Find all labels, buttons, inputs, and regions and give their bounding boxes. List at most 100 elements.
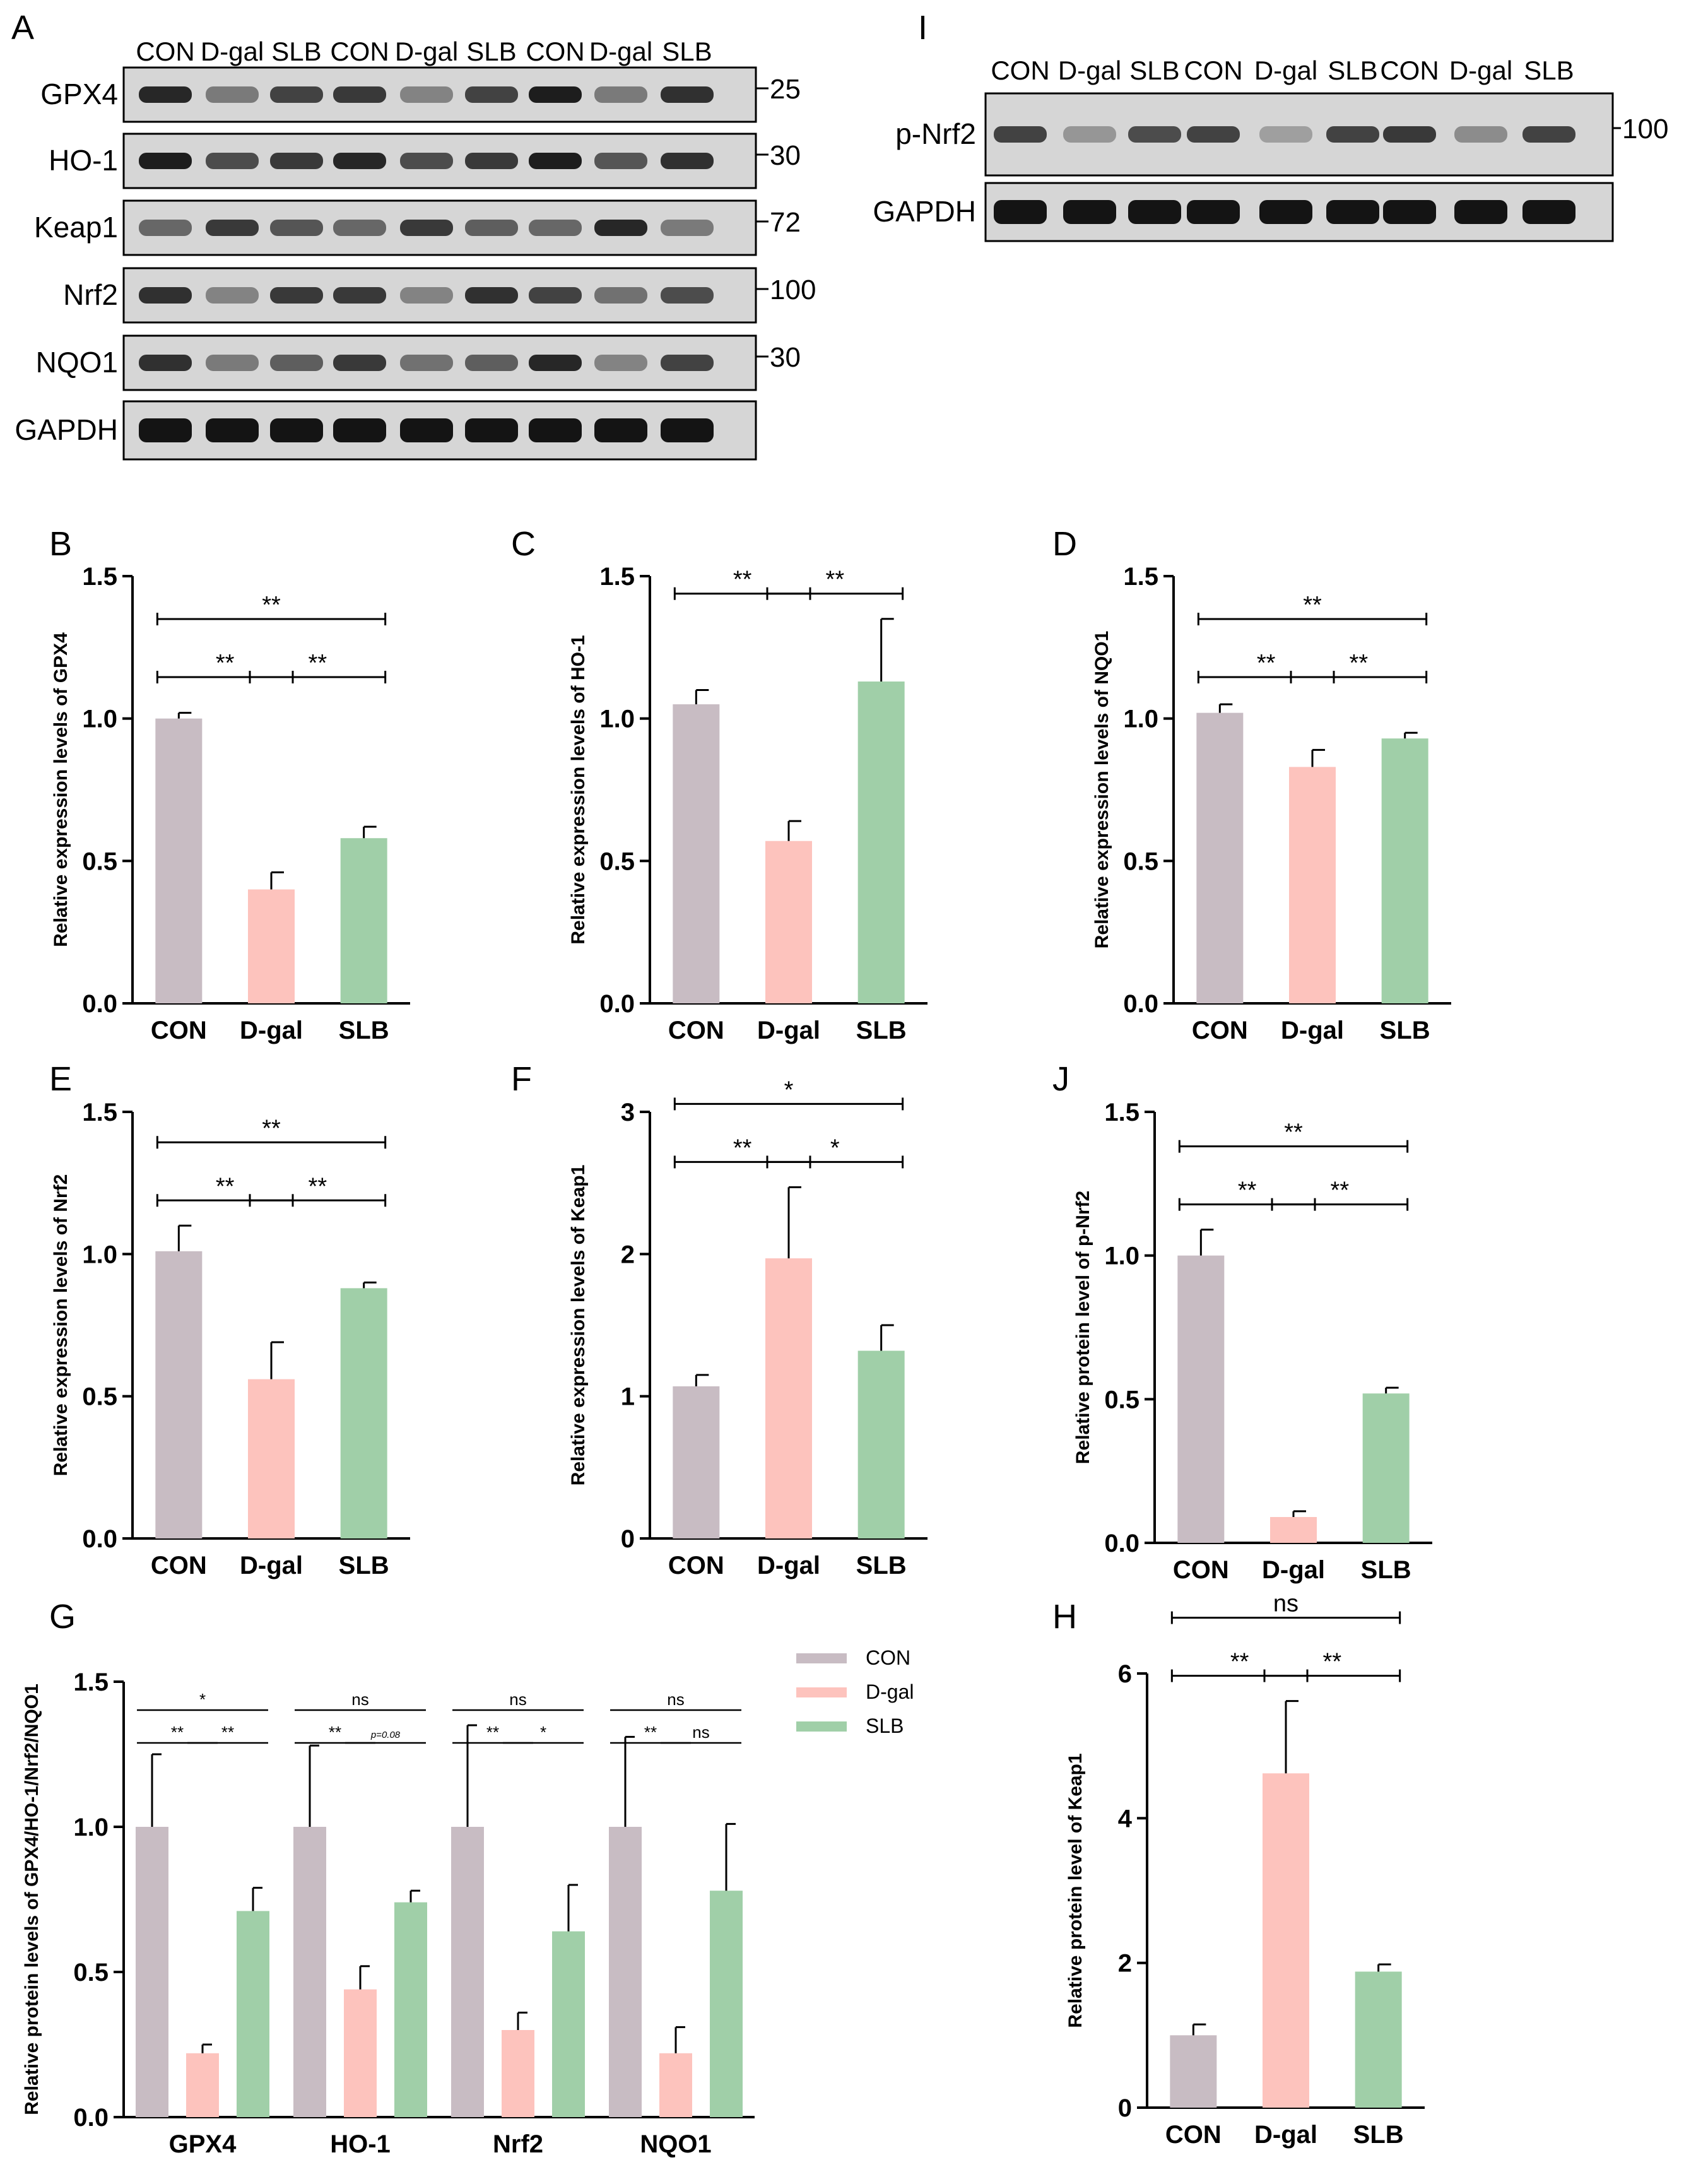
y-tick-label: 0.0 bbox=[599, 990, 635, 1018]
blot-row-label-nqo1: NQO1 bbox=[36, 346, 118, 379]
mw-marker-label: 100 bbox=[770, 274, 816, 305]
legend-label-slb: SLB bbox=[866, 1715, 904, 1737]
significance-label: ** bbox=[1331, 1178, 1350, 1204]
significance-label: ns bbox=[351, 1690, 368, 1709]
legend-label-con: CON bbox=[866, 1646, 910, 1669]
y-axis-title: Relative expression levels of HO-1 bbox=[568, 635, 589, 944]
bar-slb bbox=[1362, 1393, 1410, 1543]
significance-label: ns bbox=[667, 1690, 684, 1709]
blot-band bbox=[594, 355, 647, 371]
y-tick-label: 0.0 bbox=[82, 990, 117, 1018]
blot-band bbox=[465, 153, 518, 169]
bar-d-gal bbox=[1270, 1517, 1317, 1543]
bar-con bbox=[609, 1827, 642, 2117]
significance-label: * bbox=[199, 1690, 206, 1709]
y-tick-label: 0 bbox=[621, 1525, 635, 1553]
y-axis-title: Relative protein level of p-Nrf2 bbox=[1073, 1191, 1093, 1464]
blot-band bbox=[400, 86, 453, 103]
chart-panel-j: 0.0 0.5 1.0 1.5 Relative protein level of p-… bbox=[1052, 1060, 1432, 1584]
mw-marker-label: 25 bbox=[770, 74, 801, 105]
blot-band bbox=[594, 86, 647, 103]
blot-band bbox=[529, 86, 582, 103]
blot-band bbox=[206, 355, 259, 371]
significance-label: * bbox=[784, 1077, 794, 1103]
significance-label: ** bbox=[733, 567, 752, 593]
blot-band bbox=[994, 126, 1047, 143]
x-tick-label: D-gal bbox=[757, 1552, 820, 1579]
y-tick-label: 2 bbox=[621, 1241, 635, 1268]
chart-panel-c: 0.0 0.5 1.0 1.5 Relative expression levels o… bbox=[511, 525, 928, 1044]
mw-marker-label: 30 bbox=[770, 140, 801, 171]
bar-d-gal bbox=[186, 2053, 219, 2117]
significance-label: ** bbox=[486, 1723, 499, 1742]
blot-band bbox=[333, 418, 386, 442]
blot-i-column-label: SLB bbox=[1328, 56, 1377, 85]
bar-slb bbox=[857, 681, 905, 1003]
chart-panel-e: 0.0 0.5 1.0 1.5 Relative expression levels o… bbox=[49, 1060, 410, 1579]
blot-band bbox=[400, 418, 453, 442]
bar-slb bbox=[394, 1902, 427, 2117]
significance-label: ** bbox=[309, 1173, 327, 1200]
blot-i-column-label: CON bbox=[1184, 56, 1242, 85]
bar-slb bbox=[340, 1288, 387, 1538]
blot-band bbox=[400, 153, 453, 169]
legend-swatch-con bbox=[796, 1653, 847, 1663]
x-tick-label: D-gal bbox=[1262, 1556, 1325, 1584]
significance-label: ** bbox=[221, 1723, 234, 1742]
blot-band bbox=[1128, 200, 1181, 224]
blot-a-column-label: D-gal bbox=[589, 37, 652, 66]
blot-band bbox=[661, 418, 714, 442]
blot-band bbox=[206, 86, 259, 103]
blot-a-column-label: CON bbox=[330, 37, 389, 66]
blot-band bbox=[1383, 200, 1436, 224]
blot-band bbox=[400, 287, 453, 304]
y-tick-label: 4 bbox=[1118, 1805, 1133, 1833]
blot-i-column-label: CON bbox=[991, 56, 1049, 85]
significance-label: ** bbox=[733, 1135, 752, 1161]
y-tick-label: 0.5 bbox=[82, 1383, 117, 1411]
bar-con bbox=[1177, 1255, 1225, 1543]
y-tick-label: 1.5 bbox=[82, 1099, 117, 1126]
significance-label: ** bbox=[1257, 650, 1276, 676]
x-tick-label: D-gal bbox=[1254, 2121, 1317, 2149]
blot-band bbox=[333, 287, 386, 304]
blot-band bbox=[139, 418, 192, 442]
blot-band bbox=[1454, 200, 1507, 224]
y-tick-label: 1.5 bbox=[1123, 563, 1158, 591]
blot-band bbox=[270, 86, 323, 103]
significance-label: ** bbox=[1350, 650, 1369, 676]
blot-row-label-keap1: Keap1 bbox=[34, 211, 118, 244]
significance-label: ** bbox=[1323, 1649, 1342, 1675]
panel-letter-h: H bbox=[1052, 1598, 1077, 1636]
y-tick-label: 1.0 bbox=[73, 1814, 109, 1841]
blot-i-column-label: SLB bbox=[1129, 56, 1179, 85]
blot-band bbox=[1187, 126, 1240, 143]
blot-band bbox=[661, 153, 714, 169]
x-tick-label: CON bbox=[668, 1017, 724, 1044]
y-tick-label: 0 bbox=[1118, 2094, 1132, 2122]
blot-band bbox=[333, 86, 386, 103]
significance-label: ** bbox=[1303, 592, 1322, 618]
blot-band bbox=[661, 86, 714, 103]
x-tick-label: CON bbox=[1173, 1556, 1229, 1584]
y-tick-label: 1.0 bbox=[82, 705, 117, 733]
blot-band bbox=[529, 153, 582, 169]
x-tick-label: D-gal bbox=[240, 1552, 303, 1579]
blot-band bbox=[661, 220, 714, 236]
x-tick-label: Nrf2 bbox=[493, 2130, 543, 2158]
legend-swatch-slb bbox=[796, 1721, 847, 1732]
significance-label: ** bbox=[171, 1723, 184, 1742]
significance-label: ns bbox=[692, 1723, 709, 1742]
significance-label: ** bbox=[826, 567, 845, 593]
blot-band bbox=[400, 220, 453, 236]
bar-slb bbox=[710, 1891, 743, 2117]
bar-con bbox=[136, 1827, 168, 2117]
blot-band bbox=[206, 287, 259, 304]
blot-band bbox=[529, 287, 582, 304]
panel-letter-g: G bbox=[49, 1598, 76, 1636]
blot-band bbox=[529, 418, 582, 442]
bar-d-gal bbox=[502, 2030, 534, 2117]
blot-band bbox=[270, 418, 323, 442]
y-tick-label: 1.0 bbox=[599, 705, 635, 733]
